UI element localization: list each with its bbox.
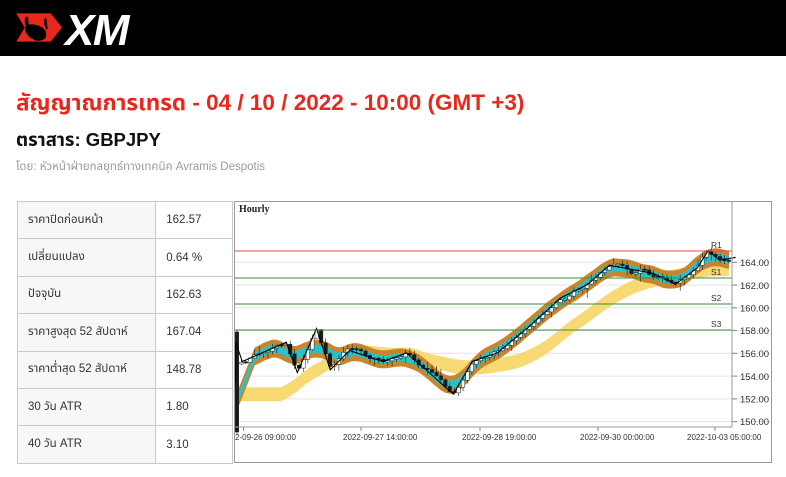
svg-text:2022-09-27 14:00:00: 2022-09-27 14:00:00	[343, 433, 418, 442]
svg-text:S1: S1	[711, 267, 722, 277]
svg-text:2-09-26 09:00:00: 2-09-26 09:00:00	[235, 433, 296, 442]
svg-text:162.00: 162.00	[740, 281, 769, 292]
svg-text:R1: R1	[711, 240, 722, 250]
svg-text:2022-10-03 05:00:00: 2022-10-03 05:00:00	[687, 433, 762, 442]
svg-text:S2: S2	[711, 293, 722, 303]
svg-text:156.00: 156.00	[740, 349, 769, 360]
svg-text:158.00: 158.00	[740, 326, 769, 337]
svg-text:160.00: 160.00	[740, 304, 769, 315]
svg-text:154.00: 154.00	[740, 372, 769, 383]
svg-text:2022-09-30 00:00:00: 2022-09-30 00:00:00	[580, 433, 655, 442]
svg-text:152.00: 152.00	[740, 395, 769, 406]
svg-text:S3: S3	[711, 319, 722, 329]
svg-text:164.00: 164.00	[740, 258, 769, 269]
svg-text:2022-09-28 19:00:00: 2022-09-28 19:00:00	[462, 433, 537, 442]
svg-text:150.00: 150.00	[740, 417, 769, 428]
